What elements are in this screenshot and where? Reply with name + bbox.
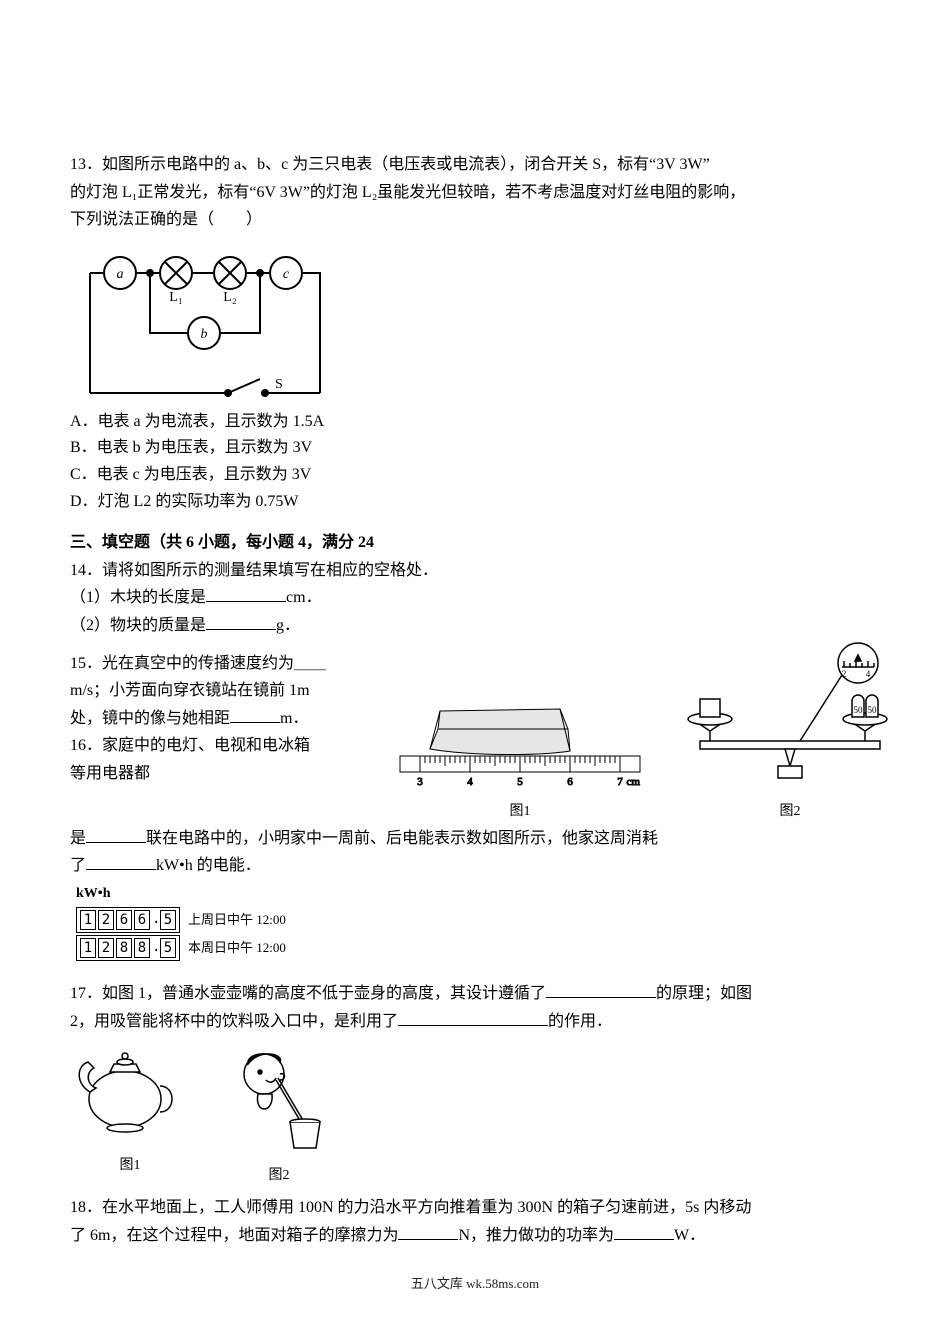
ruler-unit: cm — [627, 776, 641, 788]
q16-l4a: 了 — [70, 857, 86, 874]
q17-l1b: 的原理；如图 — [656, 985, 752, 1002]
digit: 8 — [116, 938, 132, 958]
q13-stem-line3: 下列说法正确的是（ ） — [70, 207, 880, 233]
digit: 6 — [116, 910, 132, 930]
straw-fig-label: 图2 — [224, 1165, 334, 1187]
q14-part1: （1）木块的长度是 cm． — [70, 585, 880, 611]
svg-text:6: 6 — [567, 776, 573, 788]
energy-meter: kW•h 1 2 6 6 . 5 上周日中午 12:00 1 2 8 8 . 5… — [76, 883, 880, 961]
q18-blank-friction[interactable] — [398, 1239, 458, 1240]
digit: 5 — [160, 938, 176, 958]
digit: 8 — [134, 938, 150, 958]
meter-row1-label: 上周日中午 12:00 — [188, 910, 286, 931]
digit: 6 — [134, 910, 150, 930]
q13-stem-line2: 的灯泡 L₁正常发光，标有“6V 3W”的灯泡 L₂虽能发光但较暗，若不考虑温度… — [70, 180, 880, 206]
circuit-label-a: a — [117, 267, 124, 282]
q17-line2: 2，用吸管能将杯中的饮料吸入口中，是利用了 的作用． — [70, 1009, 880, 1035]
q15-l3b: m． — [280, 710, 308, 727]
q17-line1: 17．如图 1，普通水壶壶嘴的高度不低于壶身的高度，其设计遵循了 的原理；如图 — [70, 981, 880, 1007]
q15-l3a: 处，镜中的像与她相距 — [70, 710, 230, 727]
q16-line3: 是 联在电路中的，小明家中一周前、后电能表示数如图所示，他家这周消耗 — [70, 826, 880, 852]
q14-p2-a: （2）物块的质量是 — [70, 617, 206, 634]
q18-l2c: W． — [674, 1227, 705, 1244]
meter-unit: kW•h — [76, 883, 880, 905]
svg-text:7: 7 — [617, 776, 623, 788]
circuit-label-l1: L₁ — [169, 290, 182, 305]
q18-line1: 18．在水平地面上，工人师傅用 100N 的力沿水平方向推着重为 300N 的箱… — [70, 1195, 880, 1221]
q18-l2a: 了 6m，在这个过程中，地面对箱子的摩擦力为 — [70, 1227, 398, 1244]
digit: 1 — [80, 938, 96, 958]
q14-blank-mass[interactable] — [206, 629, 276, 630]
q16-l4b: kW•h 的电能． — [156, 857, 261, 874]
q15-line2: m/s；小芳面向穿衣镜站在镜前 1m — [70, 678, 370, 704]
page-footer: 五八文库 wk.58ms.com — [70, 1274, 880, 1295]
svg-text:4: 4 — [866, 669, 871, 679]
q14-stem: 14．请将如图所示的测量结果填写在相应的空格处． — [70, 558, 880, 584]
q14-balance-figure: 50 50 2 4 图2 — [680, 641, 900, 824]
svg-text:3: 3 — [417, 776, 423, 788]
digit-dot: . — [152, 910, 158, 928]
svg-text:5: 5 — [517, 776, 523, 788]
balance-fig-label: 图2 — [680, 801, 900, 823]
digit-dot: . — [152, 938, 158, 956]
q16-line1: 16．家庭中的电灯、电视和电冰箱 — [70, 733, 370, 759]
q16-blank-conn[interactable] — [86, 842, 146, 843]
digit: 1 — [80, 910, 96, 930]
circuit-label-l2: L₂ — [223, 290, 237, 305]
q15-blank-dist[interactable] — [230, 722, 280, 723]
q16-line2: 等用电器都 — [70, 761, 370, 787]
q14-part2: （2）物块的质量是 g． — [70, 613, 880, 639]
q15-line1: 15．光在真空中的传播速度约为＿＿ — [70, 651, 370, 677]
q16-blank-kwh[interactable] — [86, 869, 156, 870]
digit: 2 — [98, 910, 114, 930]
teapot-fig-label: 图1 — [70, 1155, 190, 1177]
circuit-label-c: c — [283, 267, 290, 282]
svg-text:4: 4 — [467, 776, 473, 788]
q17-l1a: 17．如图 1，普通水壶壶嘴的高度不低于壶身的高度，其设计遵循了 — [70, 985, 546, 1002]
meter-row1-digits: 1 2 6 6 . 5 — [76, 907, 180, 933]
q17-l2b: 的作用． — [548, 1013, 612, 1030]
q13-stem-line1: 13．如图所示电路中的 a、b、c 为三只电表（电压表或电流表），闭合开关 S，… — [70, 152, 880, 178]
q18-l2b: N，推力做功的功率为 — [458, 1227, 614, 1244]
section-3-title: 三、填空题（共 6 小题，每小题 4，满分 24 — [70, 530, 880, 556]
q13-opt-b: B．电表 b 为电压表，且示数为 3V — [70, 435, 880, 461]
digit: 2 — [98, 938, 114, 958]
q14-p1-a: （1）木块的长度是 — [70, 589, 206, 606]
circuit-label-s: S — [275, 377, 283, 392]
q17-teapot-figure: 图1 — [70, 1044, 190, 1177]
q15-line3: 处，镜中的像与她相距 m． — [70, 706, 370, 732]
q16-l3a: 是 — [70, 830, 86, 847]
svg-text:2: 2 — [842, 669, 847, 679]
q13-options: A．电表 a 为电流表，且示数为 1.5A B．电表 b 为电压表，且示数为 3… — [70, 409, 880, 514]
weight1-label: 50 — [854, 705, 864, 715]
q13-opt-a: A．电表 a 为电流表，且示数为 1.5A — [70, 409, 880, 435]
q14-p2-b: g． — [276, 617, 300, 634]
circuit-label-b: b — [201, 327, 208, 342]
weight2-label: 50 — [868, 705, 878, 715]
meter-row2-label: 本周日中午 12:00 — [188, 938, 286, 959]
q14-blank-length[interactable] — [206, 601, 286, 602]
q18-line2: 了 6m，在这个过程中，地面对箱子的摩擦力为 N，推力做功的功率为 W． — [70, 1223, 880, 1249]
q13-opt-c: C．电表 c 为电压表，且示数为 3V — [70, 462, 880, 488]
q16-l3b: 联在电路中的，小明家中一周前、后电能表示数如图所示，他家这周消耗 — [146, 830, 658, 847]
ruler-fig-label: 图1 — [390, 801, 650, 823]
q17-straw-figure: 图2 — [224, 1044, 334, 1187]
q17-blank-effect[interactable] — [398, 1025, 548, 1026]
q13-circuit-diagram: a b c L₁ L₂ S — [70, 243, 350, 403]
q17-l2a: 2，用吸管能将杯中的饮料吸入口中，是利用了 — [70, 1013, 398, 1030]
q16-line4: 了 kW•h 的电能． — [70, 853, 880, 879]
q13-opt-d: D．灯泡 L2 的实际功率为 0.75W — [70, 489, 880, 515]
digit: 5 — [160, 910, 176, 930]
q17-blank-principle[interactable] — [546, 997, 656, 998]
q14-ruler-figure: 3 4 5 6 7 cm — [390, 701, 650, 824]
q18-blank-power[interactable] — [614, 1239, 674, 1240]
meter-row2-digits: 1 2 8 8 . 5 — [76, 935, 180, 961]
q14-p1-b: cm． — [286, 589, 322, 606]
